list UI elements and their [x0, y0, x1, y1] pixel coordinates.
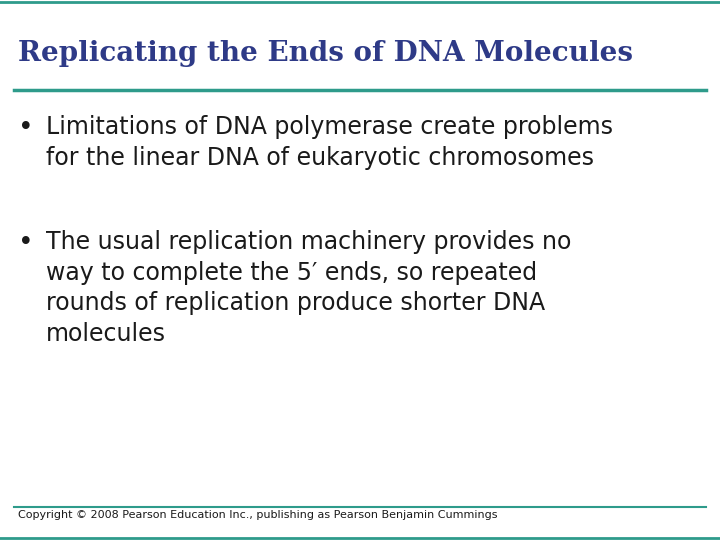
Text: •: • [18, 230, 34, 256]
Text: The usual replication machinery provides no
way to complete the 5′ ends, so repe: The usual replication machinery provides… [46, 230, 572, 346]
Text: Replicating the Ends of DNA Molecules: Replicating the Ends of DNA Molecules [18, 40, 633, 67]
Text: Limitations of DNA polymerase create problems
for the linear DNA of eukaryotic c: Limitations of DNA polymerase create pro… [46, 115, 613, 170]
Text: Copyright © 2008 Pearson Education Inc., publishing as Pearson Benjamin Cummings: Copyright © 2008 Pearson Education Inc.,… [18, 510, 498, 520]
Text: •: • [18, 115, 34, 141]
